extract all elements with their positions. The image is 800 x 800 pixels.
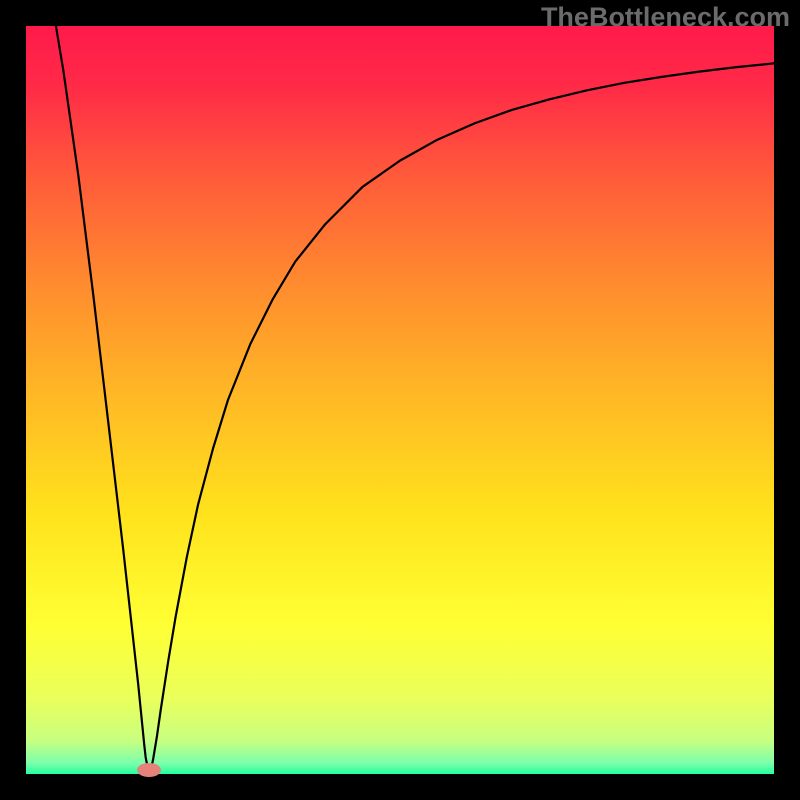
curve-layer	[26, 26, 774, 774]
chart-container: TheBottleneck.com	[0, 0, 800, 800]
watermark-text: TheBottleneck.com	[541, 2, 790, 33]
plot-area	[26, 26, 774, 774]
minimum-marker	[137, 763, 161, 777]
bottleneck-curve	[56, 26, 774, 770]
